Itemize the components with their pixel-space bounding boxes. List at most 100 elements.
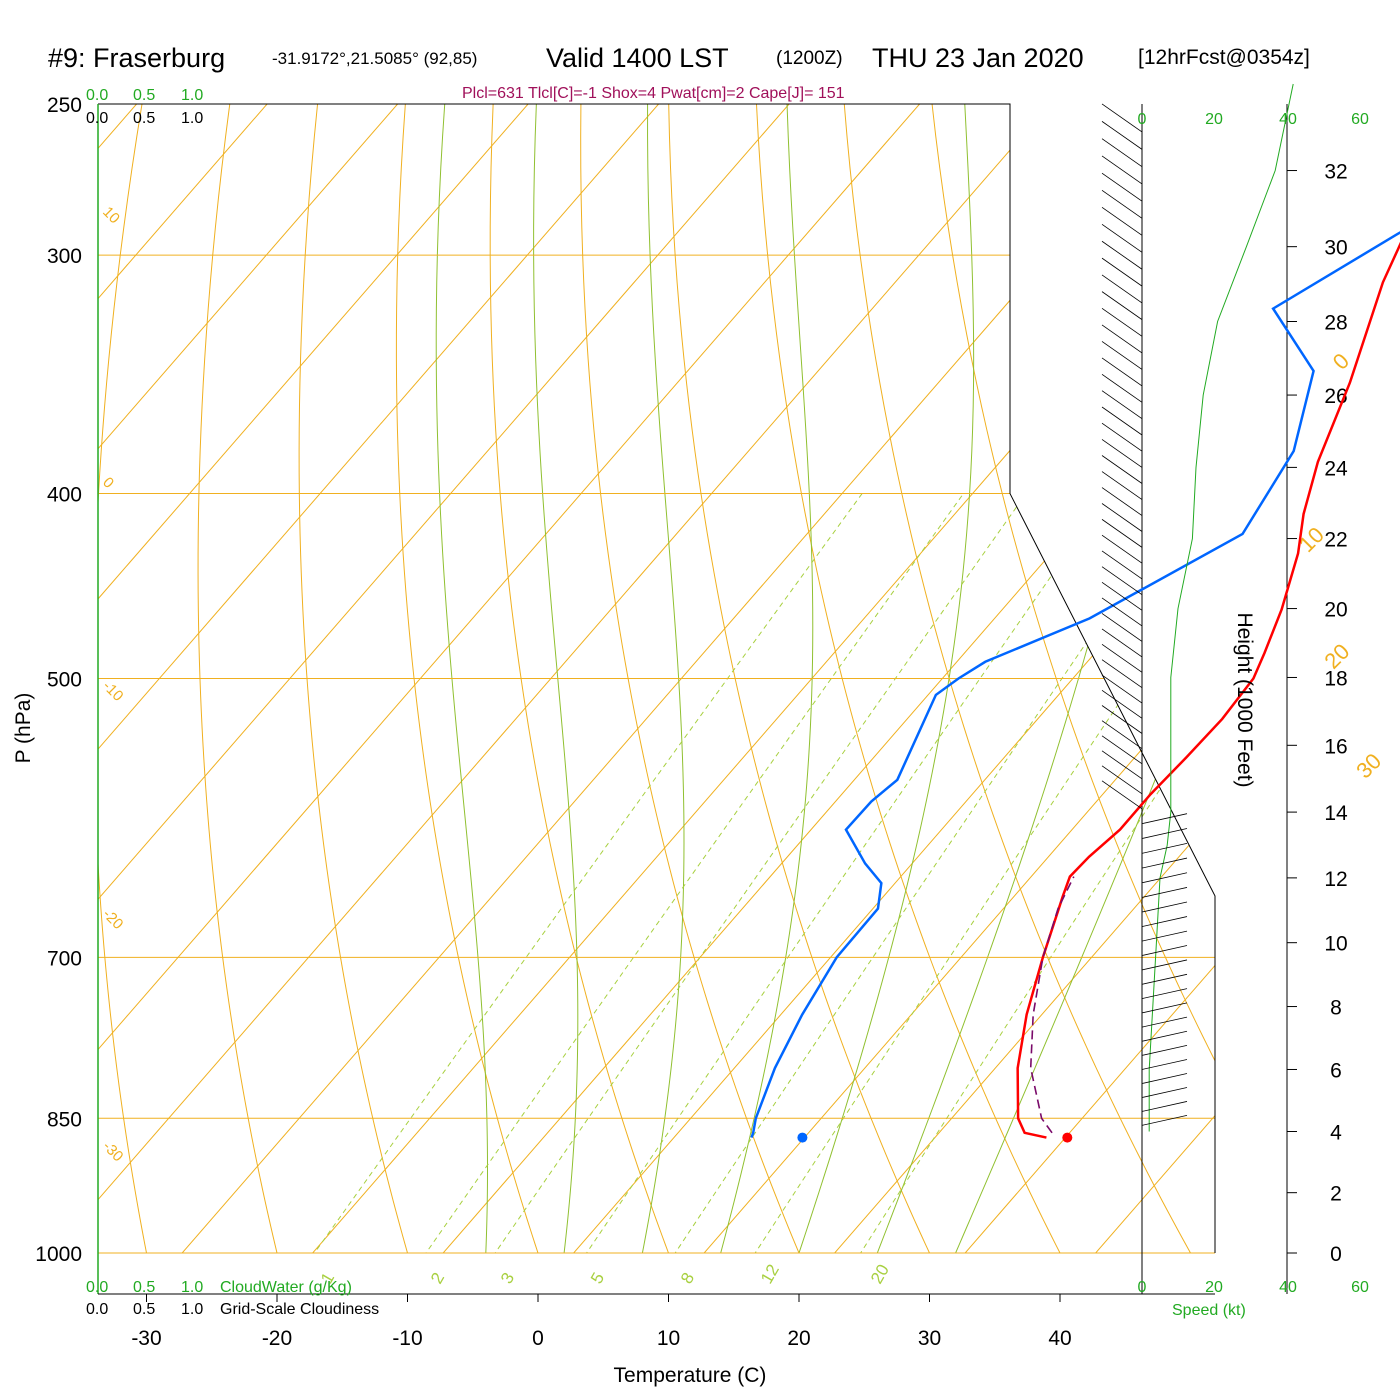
moist-adiabat: [533, 104, 579, 1253]
wind-barb: [1101, 455, 1143, 484]
dry-adiabat: [489, 104, 685, 1253]
mixing-ratio-label: 20: [867, 1261, 893, 1287]
height-tick-label: 16: [1324, 735, 1347, 758]
isotherm-line: [668, 104, 1215, 1253]
height-tick-label: 22: [1324, 529, 1347, 552]
wind-barb: [1101, 534, 1143, 564]
station-title: #9: Fraserburg: [48, 43, 225, 73]
wind-barb: [1101, 422, 1143, 452]
wind-barb: [1101, 750, 1143, 780]
x-tick-label: -10: [392, 1327, 422, 1350]
height-tick-label: 2: [1330, 1183, 1342, 1206]
wind-barb: [1101, 659, 1143, 689]
speed-top-tick-2: 40: [1279, 111, 1297, 128]
wind-barb: [1101, 487, 1143, 516]
cloudwater-label: CloudWater (g/Kg): [220, 1279, 352, 1296]
x-tick-label: 40: [1048, 1327, 1071, 1350]
speed-top-tick-0: 0: [1138, 111, 1147, 128]
dry-adiabat: [98, 104, 156, 1253]
cloudwater-top-tick-1: 0.5: [133, 87, 155, 104]
height-tick-label: 14: [1324, 802, 1348, 825]
plot-frame: [98, 103, 1216, 1253]
wind-barb: [1101, 471, 1143, 500]
dry-adiabat: [197, 104, 288, 1253]
x-tick-label: 0: [532, 1327, 544, 1350]
wind-barb: [1101, 720, 1143, 749]
wind-barb: [1101, 172, 1143, 202]
stability-indices: Plcl=631 Tlcl[C]=-1 Shox=4 Pwat[cm]=2 Ca…: [462, 85, 845, 102]
wind-barb: [1101, 550, 1143, 580]
speed-bottom-tick-3: 60: [1351, 1279, 1369, 1296]
left-isotherm-label: 0: [99, 474, 117, 492]
wind-barb: [1141, 1059, 1188, 1070]
wind-barb: [1101, 189, 1143, 219]
wind-barb: [1101, 519, 1143, 548]
wind-barb: [1101, 257, 1143, 287]
wind-barb: [1101, 705, 1143, 734]
zulu-time: (1200Z): [776, 48, 843, 69]
wind-barb: [1141, 945, 1188, 956]
cloudwater-top-tick-2: 1.0: [181, 87, 203, 104]
forecast-label: [12hrFcst@0354z]: [1138, 46, 1310, 69]
height-axis-title: Height (1000 Feet): [1233, 612, 1256, 787]
isotherm-line: [98, 104, 398, 1253]
dry-adiabat: [298, 104, 420, 1253]
height-tick-label: 28: [1324, 311, 1347, 334]
grid-clipped: [98, 104, 1215, 1253]
wind-barb: [1101, 155, 1143, 185]
isotherm-label: 0: [1328, 348, 1354, 374]
height-tick-label: 18: [1324, 667, 1347, 690]
p-tick-label: 400: [47, 484, 82, 507]
dry-adiabat: [754, 104, 1082, 1253]
wind-barb: [1141, 828, 1188, 839]
wind-barb: [1101, 628, 1143, 658]
wind-barb: [1101, 689, 1143, 719]
wind-barb: [1101, 613, 1143, 642]
wind-barb: [1101, 566, 1143, 595]
y-axis-title: P (hPa): [12, 693, 35, 764]
cloudwater-bottom-tick-0: 0.0: [86, 1279, 108, 1296]
wind-barb: [1101, 765, 1143, 795]
series-temperature: [1016, 241, 1400, 1139]
wind-barb: [1141, 887, 1188, 898]
wind-barb: [1141, 988, 1188, 1000]
station-coords: -31.9172°,21.5085° (92,85): [272, 49, 477, 68]
wind-barb: [1101, 138, 1143, 168]
isotherm-line: [929, 104, 1215, 1253]
wind-barb: [1101, 357, 1143, 387]
height-tick-label: 20: [1324, 599, 1347, 622]
wind-barb: [1141, 872, 1188, 884]
moist-adiabat: [955, 104, 1215, 1253]
x-tick-label: 10: [657, 1327, 680, 1350]
isotherm-line: [146, 104, 1181, 1253]
x-tick-label: 30: [918, 1327, 941, 1350]
mixing-ratio-line: [285, 493, 863, 1253]
dry-adiabat: [928, 104, 1215, 1253]
isotherm-line: [798, 104, 1215, 1253]
series-layer: [750, 231, 1400, 1143]
surface-temperature-marker: [1062, 1132, 1073, 1143]
wind-barb: [1101, 291, 1143, 320]
wind-barb: [1101, 324, 1143, 354]
wind-barb: [1101, 103, 1143, 133]
wind-barb: [1101, 390, 1143, 420]
wind-barb: [1141, 1114, 1188, 1126]
height-tick-label: 32: [1324, 161, 1347, 184]
left-isotherm-label: -10: [99, 678, 126, 705]
isotherm-line: [1059, 104, 1215, 1253]
dry-adiabat: [1188, 104, 1215, 1253]
wind-barb: [1101, 406, 1143, 436]
wind-barb: [1141, 1002, 1188, 1014]
wind-barb: [1141, 973, 1188, 985]
x-axis-title: Temperature (C): [614, 1364, 767, 1387]
mixing-ratio-label: 8: [677, 1269, 698, 1287]
speed-label: Speed (kt): [1172, 1302, 1246, 1319]
left-isotherm-label: 10: [99, 203, 123, 227]
wind-barb: [1101, 503, 1143, 532]
x-tick-label: -30: [131, 1327, 161, 1350]
dry-adiabat: [580, 104, 817, 1253]
isotherm-line: [98, 104, 659, 1253]
p-tick-label: 500: [47, 669, 82, 692]
